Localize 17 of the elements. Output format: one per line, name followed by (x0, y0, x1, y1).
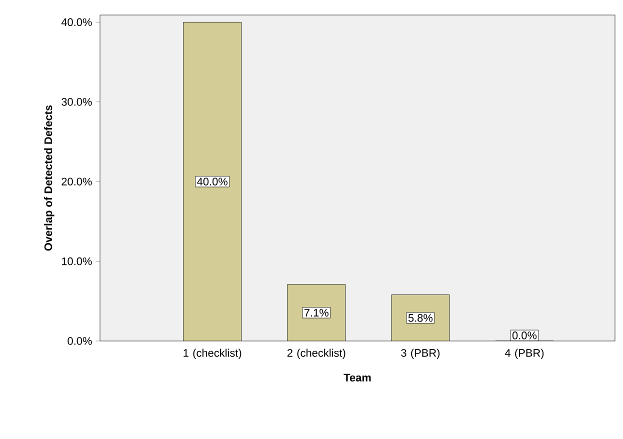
bar (287, 284, 346, 341)
data-label: 0.0% (512, 332, 537, 340)
x-axis-title: Team (344, 374, 371, 382)
x-tick-label: 4 (PBR) (504, 348, 544, 359)
x-tick-label: 3 (PBR) (401, 348, 440, 359)
y-tick-label: 20.0% (62, 178, 92, 186)
y-tick-label: 30.0% (62, 98, 92, 106)
data-label: 40.0% (197, 178, 228, 186)
x-tick-label: 1 (checklist) (184, 348, 242, 359)
y-tick-label: 0.0% (68, 337, 92, 345)
y-axis-title: Overlap of Detected Defects (44, 105, 54, 251)
y-tick-label: 10.0% (62, 257, 92, 266)
bar (183, 22, 242, 341)
y-tick-label: 40.0% (61, 18, 92, 26)
x-tick-label: 2 (checklist) (287, 348, 346, 359)
data-label: 7.1% (304, 308, 328, 317)
data-label: 5.8% (408, 314, 433, 322)
